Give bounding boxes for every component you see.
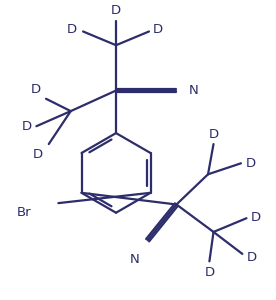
Text: D: D: [246, 251, 257, 264]
Text: D: D: [153, 23, 163, 36]
Text: D: D: [111, 4, 121, 17]
Text: D: D: [66, 23, 76, 36]
Text: Br: Br: [17, 206, 32, 219]
Text: D: D: [204, 266, 214, 279]
Text: D: D: [246, 157, 256, 170]
Text: N: N: [130, 253, 140, 266]
Text: D: D: [21, 120, 31, 133]
Text: D: D: [33, 148, 43, 160]
Text: N: N: [189, 84, 198, 97]
Text: D: D: [31, 83, 41, 96]
Text: D: D: [251, 211, 261, 224]
Text: D: D: [208, 128, 219, 140]
